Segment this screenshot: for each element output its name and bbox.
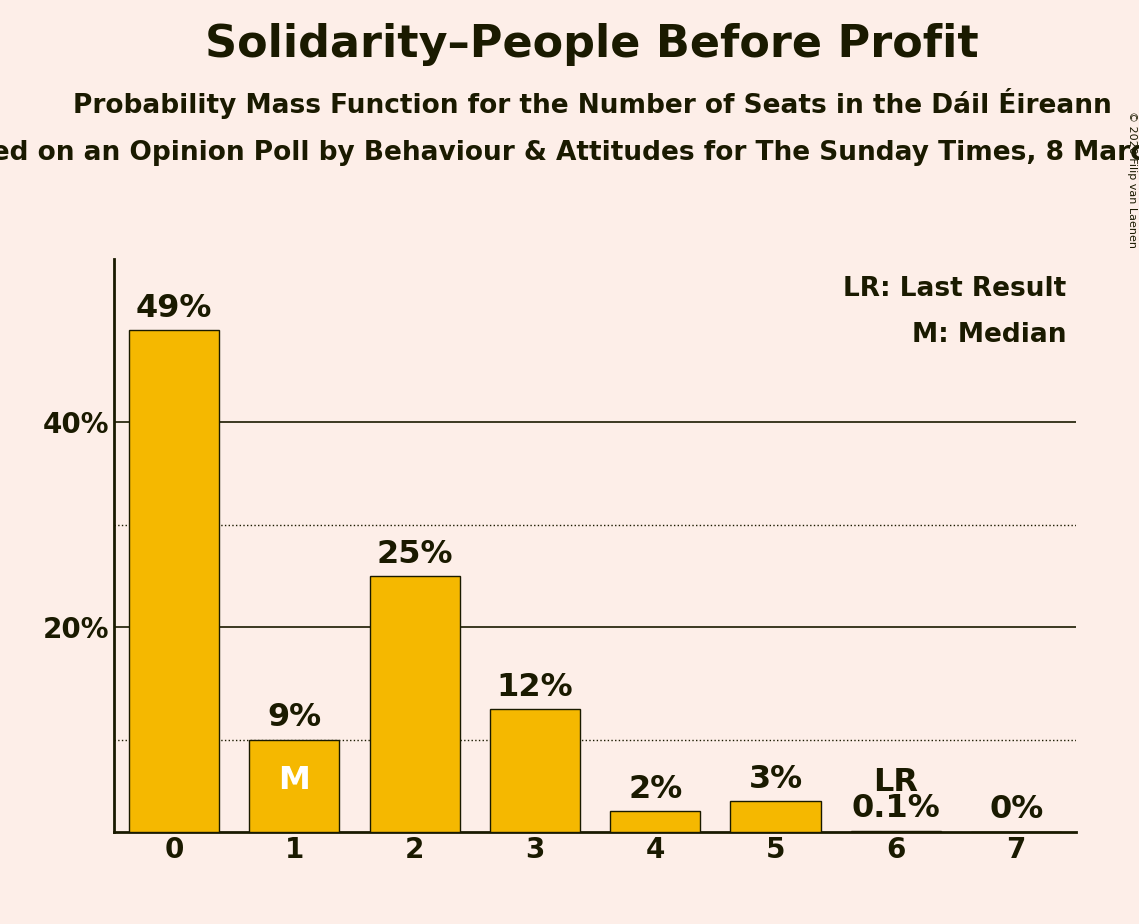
Text: 25%: 25% bbox=[376, 539, 453, 570]
Text: 3%: 3% bbox=[748, 764, 803, 795]
Text: Solidarity–People Before Profit: Solidarity–People Before Profit bbox=[205, 23, 980, 67]
Bar bbox=[249, 739, 339, 832]
Text: Based on an Opinion Poll by Behaviour & Attitudes for The Sunday Times, 8 March : Based on an Opinion Poll by Behaviour & … bbox=[0, 140, 1139, 166]
Bar bbox=[490, 709, 580, 832]
Text: LR: LR bbox=[874, 767, 918, 797]
Text: Probability Mass Function for the Number of Seats in the Dáil Éireann: Probability Mass Function for the Number… bbox=[73, 88, 1112, 119]
Text: M: M bbox=[278, 765, 310, 796]
Bar bbox=[611, 811, 700, 832]
Text: 0%: 0% bbox=[989, 795, 1043, 825]
Bar bbox=[730, 801, 821, 832]
Text: 9%: 9% bbox=[268, 702, 321, 734]
Text: 49%: 49% bbox=[136, 293, 212, 324]
Text: 12%: 12% bbox=[497, 672, 573, 703]
Text: M: Median: M: Median bbox=[912, 322, 1067, 347]
Text: 2%: 2% bbox=[628, 774, 682, 805]
Text: LR: Last Result: LR: Last Result bbox=[844, 276, 1067, 302]
Bar bbox=[851, 831, 941, 832]
Bar bbox=[129, 331, 219, 832]
Text: 0.1%: 0.1% bbox=[852, 794, 941, 824]
Text: © 2020 Filip van Laenen: © 2020 Filip van Laenen bbox=[1126, 111, 1137, 248]
Bar bbox=[369, 576, 460, 832]
